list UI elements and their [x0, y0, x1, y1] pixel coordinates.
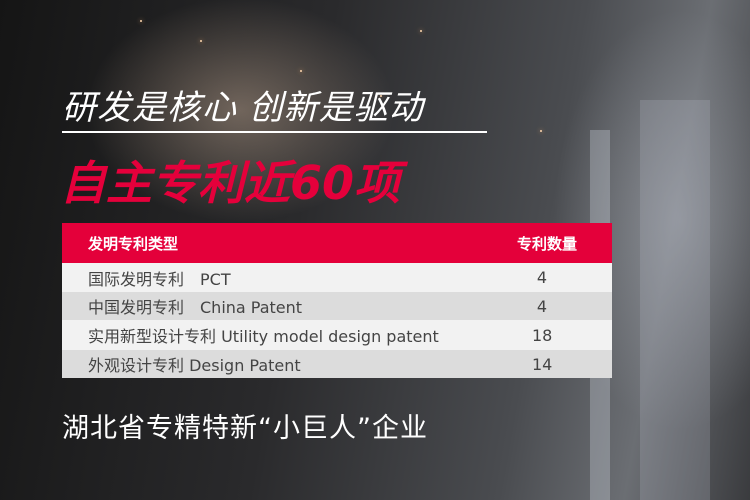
divider — [62, 131, 487, 133]
table-row: 国际发明专利 PCT 4 — [62, 263, 612, 292]
patent-type: 中国发明专利 China Patent — [88, 298, 303, 317]
patent-count: 14 — [532, 354, 553, 374]
table-row: 实用新型设计专利 Utility model design patent 18 — [62, 320, 612, 350]
spark — [420, 30, 422, 32]
spark — [300, 70, 302, 72]
footer-tagline: 湖北省专精特新“小巨人”企业 — [62, 413, 428, 444]
background-machinery — [640, 100, 710, 500]
headline: 研发是核心 创新是驱动 — [62, 88, 424, 128]
patent-type: 国际发明专利 PCT — [88, 269, 231, 289]
patent-type: 实用新型设计专利 Utility model design patent — [88, 327, 439, 346]
spark — [140, 20, 142, 22]
table-row: 外观设计专利 Design Patent 14 — [62, 350, 612, 378]
spark — [380, 95, 382, 97]
header-count: 专利数量 — [516, 234, 577, 253]
header-type: 发明专利类型 — [88, 234, 179, 253]
patent-table: 发明专利类型 专利数量 国际发明专利 PCT 4 中国发明专利 China Pat… — [62, 223, 612, 378]
table-row: 中国发明专利 China Patent 4 — [62, 292, 612, 320]
spark — [200, 40, 202, 42]
spark — [540, 130, 542, 132]
patent-count: 18 — [532, 325, 553, 345]
patent-type: 外观设计专利 Design Patent — [88, 356, 301, 375]
patent-count: 4 — [536, 268, 548, 287]
highlight-title: 自主专利近60项 — [60, 156, 401, 210]
patent-count: 4 — [536, 296, 548, 316]
table-header: 发明专利类型 专利数量 — [62, 223, 612, 263]
